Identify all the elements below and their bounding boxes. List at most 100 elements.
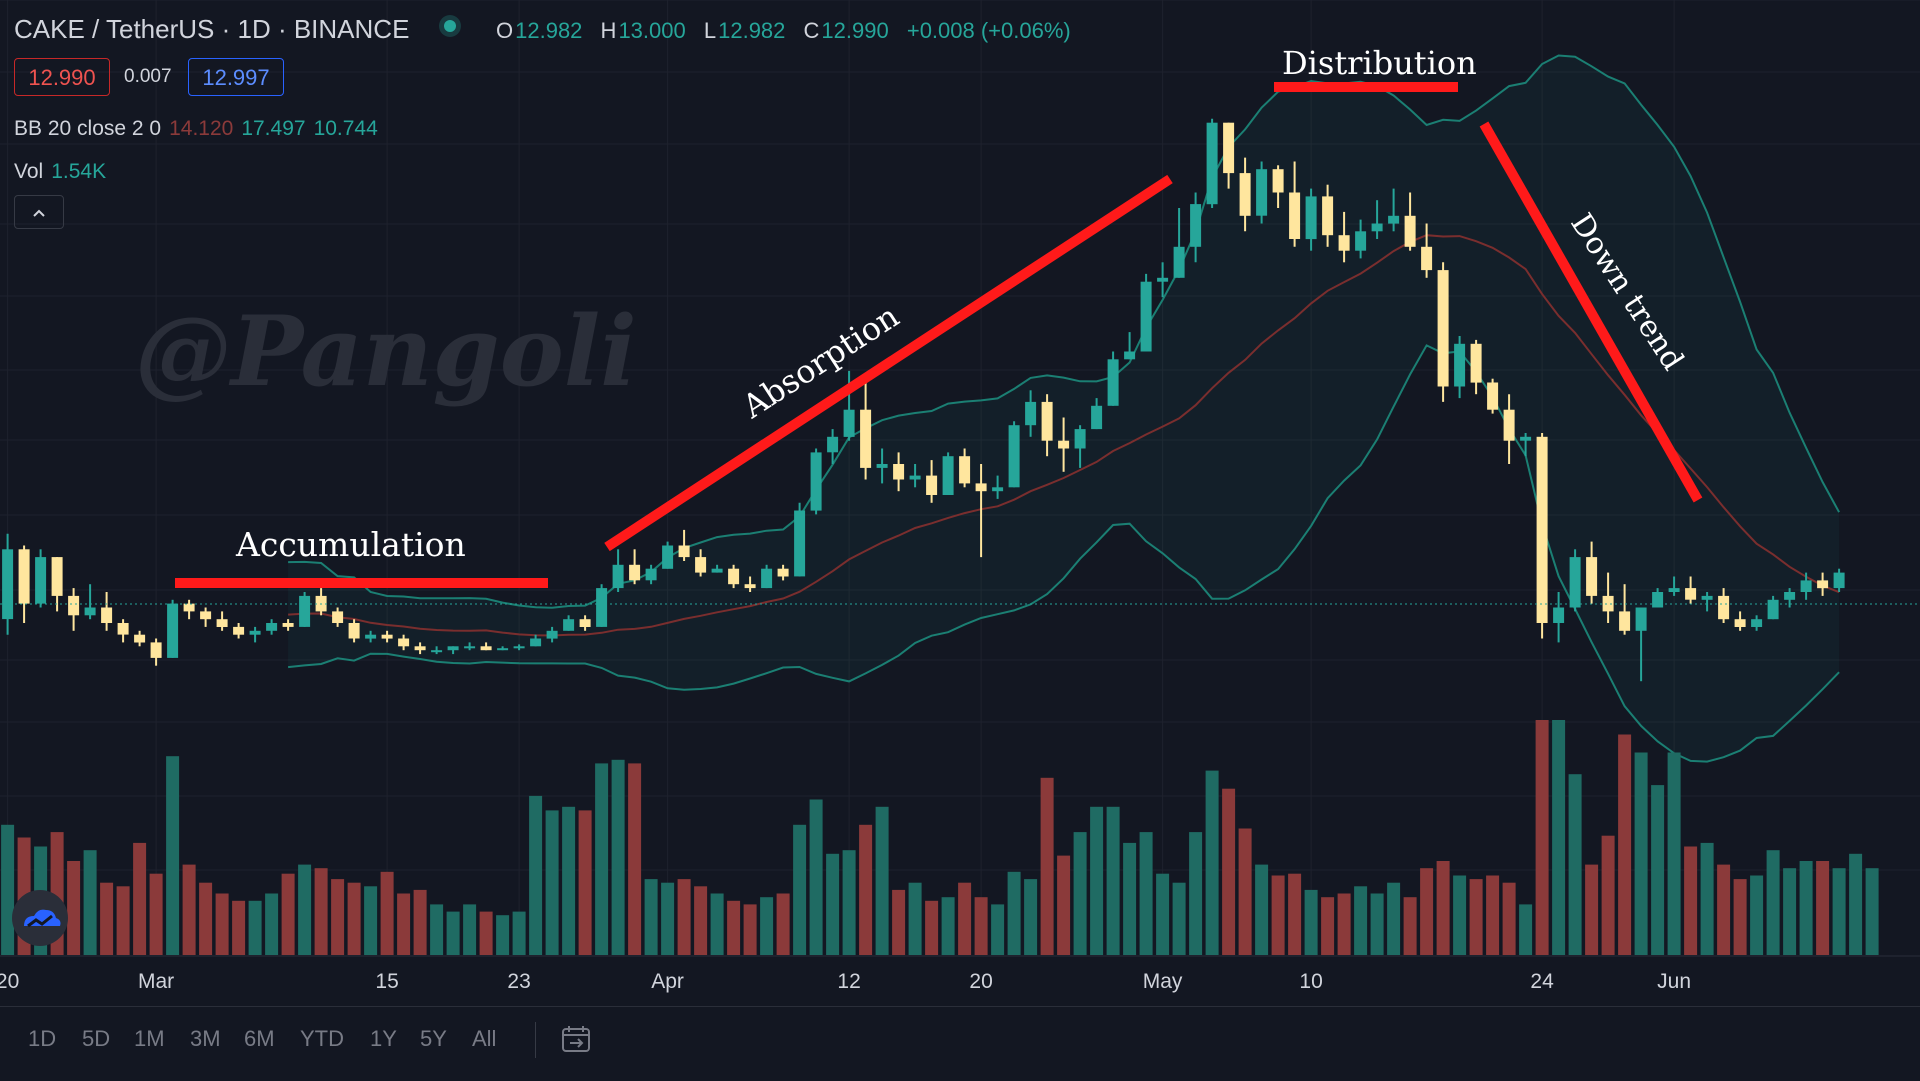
candle-body bbox=[1173, 246, 1185, 278]
volume-bar bbox=[892, 889, 906, 955]
market-status-icon bbox=[444, 20, 456, 32]
candle-body bbox=[1619, 611, 1631, 631]
candle-body bbox=[1635, 607, 1647, 631]
volume-bar bbox=[1024, 879, 1038, 955]
volume-legend[interactable]: Vol 1.54K bbox=[14, 160, 106, 184]
volume-bar bbox=[1271, 875, 1285, 955]
distribution-label: Distribution bbox=[1282, 44, 1477, 82]
range-button-1y[interactable]: 1Y bbox=[370, 1026, 397, 1051]
candle-body bbox=[942, 456, 954, 495]
volume-bar bbox=[710, 893, 724, 955]
volume-bar bbox=[1832, 868, 1846, 955]
candle-body bbox=[1355, 231, 1367, 251]
candle-body bbox=[909, 475, 921, 480]
range-button-6m[interactable]: 6M bbox=[244, 1026, 275, 1051]
candle-body bbox=[1025, 401, 1037, 426]
candle-body bbox=[183, 603, 195, 612]
range-button-1d[interactable]: 1D bbox=[28, 1026, 57, 1051]
time-axis-label: Mar bbox=[138, 970, 174, 993]
volume-bar bbox=[1535, 720, 1549, 955]
volume-bar bbox=[1139, 832, 1153, 955]
symbol-title[interactable]: CAKE / TetherUS · 1D · BINANCE bbox=[14, 14, 410, 44]
volume-bar bbox=[1321, 897, 1335, 955]
range-button-1m[interactable]: 1M bbox=[134, 1026, 165, 1051]
candle-body bbox=[1124, 351, 1136, 360]
candle-body bbox=[1206, 122, 1218, 205]
candle-body bbox=[827, 436, 839, 453]
candle-body bbox=[579, 619, 591, 627]
volume-bar bbox=[1519, 904, 1533, 955]
buy-price-button[interactable]: 12.997 bbox=[188, 58, 284, 96]
range-button-ytd[interactable]: YTD bbox=[300, 1026, 344, 1051]
volume-bar bbox=[1370, 893, 1384, 955]
candle-body bbox=[365, 634, 377, 639]
volume-bar bbox=[1816, 861, 1830, 955]
volume-bar bbox=[67, 861, 81, 955]
volume-bar bbox=[1222, 788, 1236, 955]
volume-bar bbox=[1172, 882, 1186, 955]
cloud-logo-icon bbox=[24, 909, 61, 928]
candle-body bbox=[1157, 277, 1169, 282]
candle-body bbox=[860, 409, 872, 468]
candle-body bbox=[530, 638, 542, 647]
time-axis-label: 24 bbox=[1530, 970, 1554, 993]
time-axis-label: May bbox=[1143, 970, 1183, 993]
candle-body bbox=[134, 634, 146, 643]
candle-body bbox=[992, 487, 1004, 492]
time-axis-label: 23 bbox=[507, 970, 530, 993]
volume-bar bbox=[661, 882, 675, 955]
bollinger-legend[interactable]: BB 20 close 2 0 14.120 17.497 10.744 bbox=[14, 117, 378, 141]
candle-body bbox=[101, 607, 113, 623]
volume-bar bbox=[611, 759, 625, 955]
candle-body bbox=[1833, 572, 1845, 589]
go-to-date-button[interactable] bbox=[560, 1024, 594, 1056]
volume-bar bbox=[562, 806, 576, 955]
volume-bar bbox=[100, 882, 114, 955]
candle-body bbox=[249, 630, 261, 635]
candle-body bbox=[1388, 215, 1400, 224]
volume-bar bbox=[1189, 832, 1203, 955]
vol-value: 1.54K bbox=[51, 160, 107, 183]
time-axis-label: 15 bbox=[375, 970, 398, 993]
range-button-5d[interactable]: 5D bbox=[82, 1026, 111, 1051]
range-button-3m[interactable]: 3M bbox=[190, 1026, 221, 1051]
time-axis-label: 12 bbox=[837, 970, 860, 993]
candle-body bbox=[1289, 192, 1301, 239]
sell-price-button[interactable]: 12.990 bbox=[14, 58, 110, 96]
range-button-all[interactable]: All bbox=[472, 1026, 497, 1051]
collapse-legend-button[interactable] bbox=[14, 195, 64, 229]
volume-bar bbox=[463, 904, 477, 955]
bb-middle-value: 17.497 bbox=[241, 117, 306, 140]
volume-bar bbox=[776, 893, 790, 955]
candle-body bbox=[200, 611, 212, 620]
volume-bar bbox=[694, 886, 708, 955]
volume-bar bbox=[1651, 785, 1665, 955]
candle-body bbox=[596, 588, 608, 627]
candle-body bbox=[381, 634, 393, 639]
time-axis[interactable]: 20 Mar 15 23 Apr 12 20 May 10 24 Jun bbox=[0, 955, 1920, 993]
volume-bar bbox=[1255, 864, 1269, 955]
candle-body bbox=[612, 564, 624, 589]
range-button-5y[interactable]: 5Y bbox=[420, 1026, 447, 1051]
volume-bar bbox=[364, 886, 378, 955]
volume-bar bbox=[578, 810, 592, 955]
candle-body bbox=[1338, 235, 1350, 251]
spread-value: 0.007 bbox=[124, 66, 172, 87]
volume-bar bbox=[1486, 875, 1500, 955]
candle-body bbox=[332, 611, 344, 623]
tradingview-logo-icon[interactable] bbox=[12, 890, 68, 946]
candle-body bbox=[1272, 169, 1284, 193]
volume-bar bbox=[1073, 832, 1087, 955]
volume-bar bbox=[1684, 846, 1698, 955]
candle-body bbox=[117, 623, 129, 635]
volume-bar bbox=[446, 911, 460, 955]
volume-bar bbox=[595, 763, 609, 955]
candle-body bbox=[167, 603, 179, 658]
volume-bar bbox=[1354, 886, 1368, 955]
volume-bar bbox=[83, 850, 97, 955]
candle-body bbox=[1685, 588, 1697, 600]
volume-bar bbox=[1123, 842, 1137, 955]
candle-body bbox=[1668, 588, 1680, 592]
candle-body bbox=[18, 549, 30, 604]
